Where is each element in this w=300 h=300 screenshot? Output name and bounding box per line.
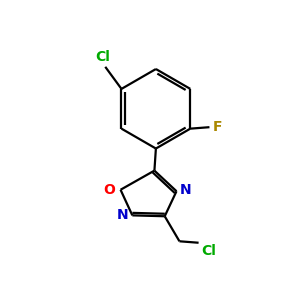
Text: N: N — [180, 183, 192, 197]
Text: N: N — [117, 208, 129, 222]
Text: Cl: Cl — [95, 50, 110, 64]
Text: O: O — [103, 183, 115, 197]
Text: F: F — [212, 120, 222, 134]
Text: Cl: Cl — [201, 244, 216, 258]
